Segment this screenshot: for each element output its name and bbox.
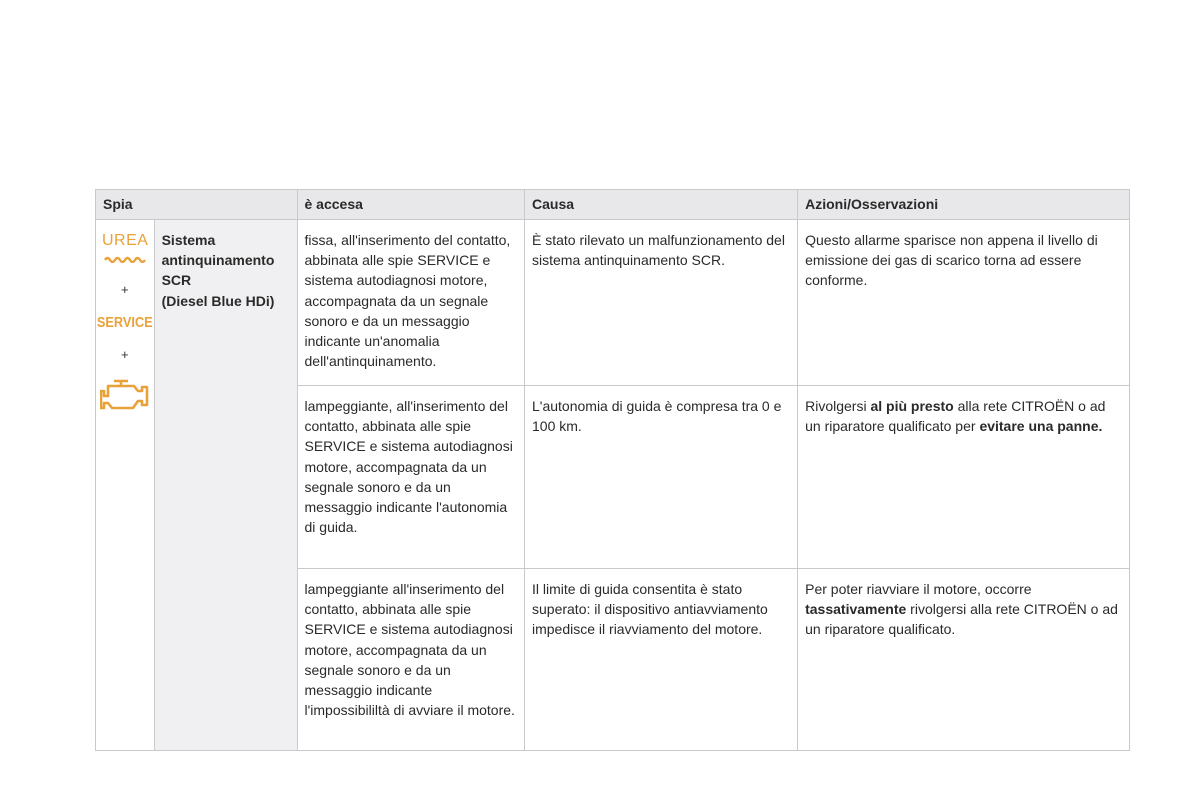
table-row: lampeggiante, all'inserimento del contat… xyxy=(96,385,1130,569)
cell-azioni: Rivolgersi al più presto alla rete CITRO… xyxy=(797,385,1130,569)
header-accesa: è accesa xyxy=(296,189,525,220)
cell-causa: L'autonomia di guida è compresa tra 0 e … xyxy=(523,385,799,569)
emphasis-text: tassativamente xyxy=(805,601,907,618)
action-text: Rivolgersi xyxy=(805,398,871,414)
action-text: Per poter riavviare il motore, occorre xyxy=(805,581,1032,597)
emphasis-text: evitare una panne. xyxy=(979,418,1103,435)
engine-icon xyxy=(99,379,149,409)
system-name: Sistema antinquinamento SCR (Diesel Blue… xyxy=(153,219,298,751)
cell-azioni: Questo allarme sparisce non appena il li… xyxy=(797,219,1130,386)
table-header: Spia è accesa Causa Azioni/Osservazioni xyxy=(95,189,1130,220)
warning-light-table: Spia è accesa Causa Azioni/Osservazioni … xyxy=(95,189,1130,751)
urea-icon: UREA xyxy=(98,232,152,268)
cell-accesa: lampeggiante all'inserimento del contatt… xyxy=(296,568,525,751)
emphasis-text: al più presto xyxy=(870,398,954,414)
action-text: Questo allarme sparisce non appena il li… xyxy=(805,232,1098,289)
table-row: UREA + SERVICE + Sistema antinquinamento… xyxy=(95,219,1130,751)
plus-sign: + xyxy=(121,282,129,297)
system-line: (Diesel Blue HDi) xyxy=(161,292,275,309)
header-spia: Spia xyxy=(95,189,298,220)
warning-icons: UREA + SERVICE + xyxy=(95,219,155,751)
system-line: Sistema xyxy=(161,232,216,248)
plus-sign: + xyxy=(121,347,129,363)
table-row: lampeggiante all'inserimento del contatt… xyxy=(96,568,1130,751)
cell-causa: È stato rilevato un malfunzionamento del… xyxy=(523,219,799,386)
cell-azioni: Per poter riavviare il motore, occorre t… xyxy=(797,568,1130,751)
header-azioni: Azioni/Osservazioni xyxy=(797,189,1130,220)
cell-accesa: fissa, all'inserimento del contatto, abb… xyxy=(296,219,525,386)
system-line: antinquinamento xyxy=(161,252,275,269)
system-line: SCR xyxy=(161,272,192,289)
action-text: rivolgersi alla rete CITROËN o ad un rip… xyxy=(805,601,1118,638)
header-causa: Causa xyxy=(523,189,799,220)
cell-accesa: lampeggiante, all'inserimento del contat… xyxy=(296,385,525,569)
cell-causa: Il limite di guida consentita è stato su… xyxy=(523,568,799,751)
service-icon: SERVICE xyxy=(96,314,153,332)
action-text: alla rete CITROËN o ad un riparatore qua… xyxy=(805,398,1106,435)
